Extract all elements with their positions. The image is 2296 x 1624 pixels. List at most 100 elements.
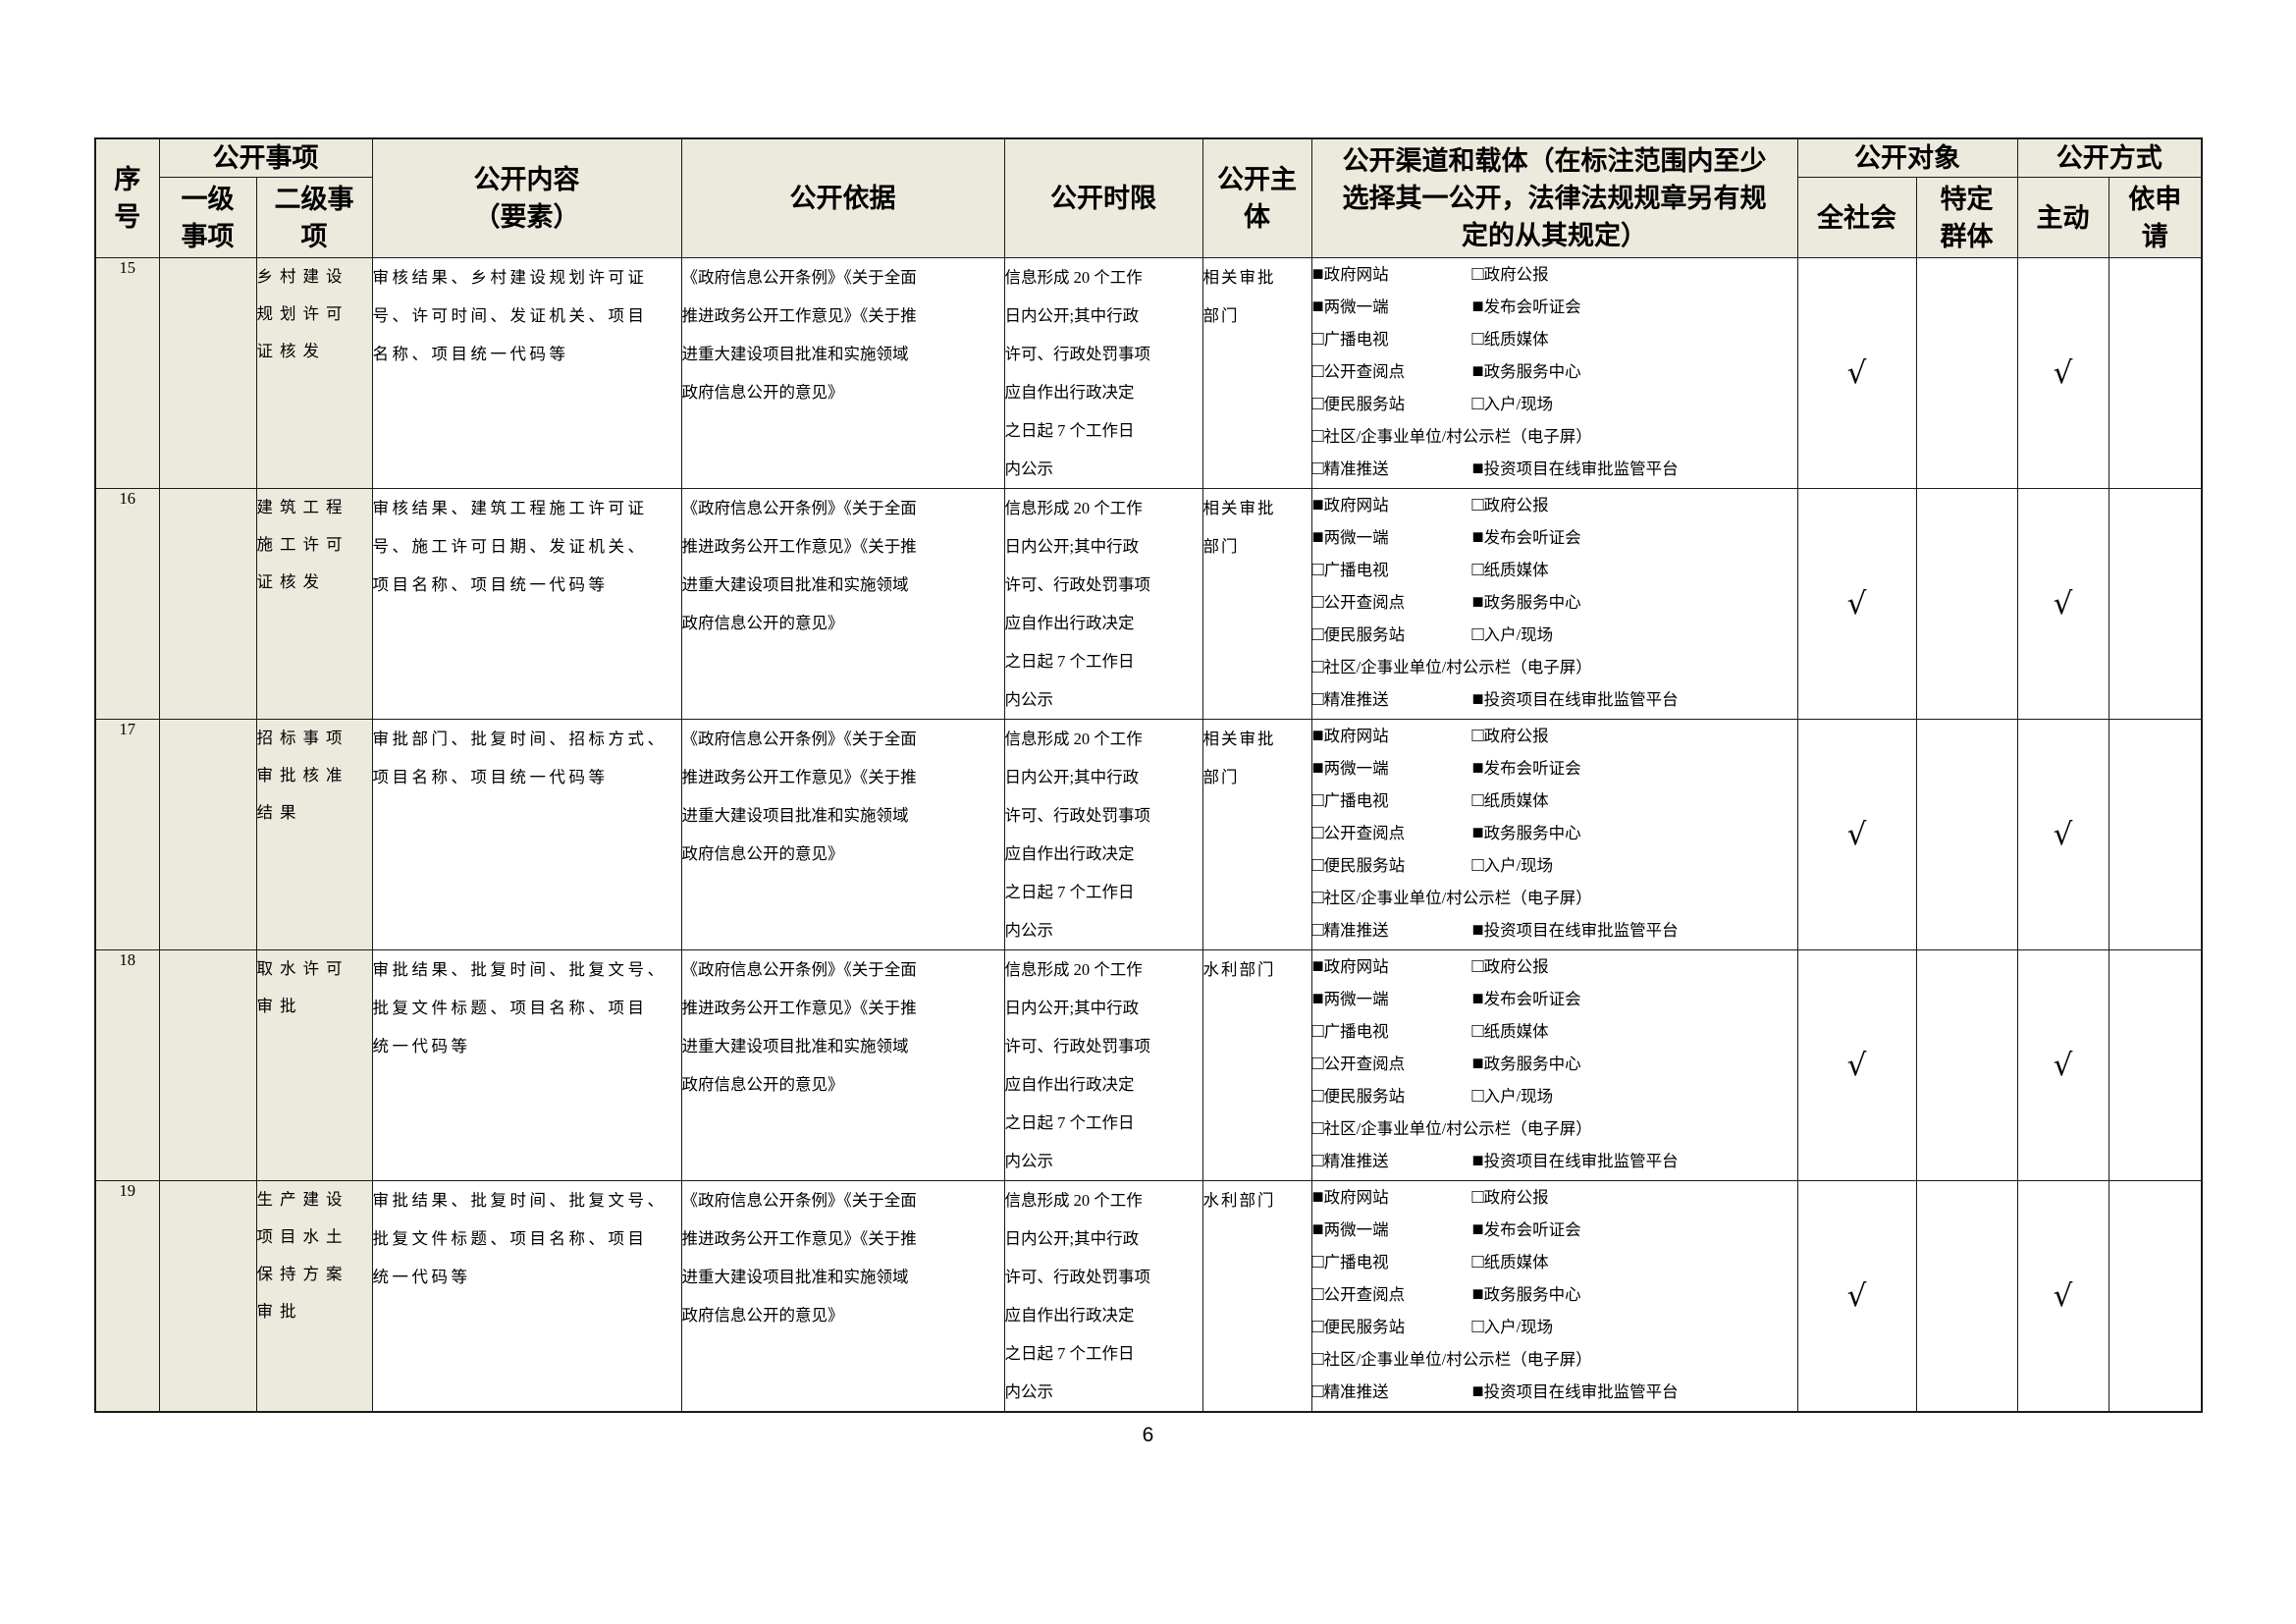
channel-line: ■两微一端 ■发布会听证会 <box>1312 983 1797 1015</box>
check-active-disclosure: √ <box>2016 949 2109 1181</box>
checkbox-checked-icon: ■ <box>1471 1283 1484 1305</box>
channel-option: □政府公报 <box>1472 263 1549 285</box>
channel-option-label: 精准推送 <box>1323 1152 1389 1170</box>
time-limit-cell: 信息形成 20 个工作 日内公开;其中行政 许可、行政处罚事项 应自作出行政决定… <box>1003 1180 1203 1413</box>
col-header-level2: 二级事 项 <box>255 177 373 258</box>
channel-option: ■政务服务中心 <box>1472 822 1581 843</box>
channel-option-label: 入户/现场 <box>1483 625 1554 644</box>
channel-option-label: 政府公报 <box>1483 727 1549 745</box>
level1-matter-cell <box>158 257 257 489</box>
subject-cell: 水利部门 <box>1201 1180 1312 1413</box>
channel-line: ■政府网站 □政府公报 <box>1312 489 1797 521</box>
subject-cell: 相关审批 部门 <box>1201 719 1312 950</box>
checkbox-checked-icon: ■ <box>1311 263 1324 285</box>
checkbox-checked-icon: ■ <box>1311 725 1324 746</box>
checkbox-unchecked-icon: □ <box>1471 854 1484 876</box>
channel-option: □便民服务站 <box>1312 1080 1472 1112</box>
check-society: √ <box>1796 1180 1917 1413</box>
col-header-method-group: 公开方式 <box>2016 137 2203 178</box>
checkbox-unchecked-icon: □ <box>1311 919 1324 941</box>
channel-option-label: 便民服务站 <box>1323 856 1406 875</box>
checkbox-checked-icon: ■ <box>1311 757 1324 779</box>
channel-line: ■政府网站 □政府公报 <box>1312 258 1797 291</box>
channel-option-label: 投资项目在线审批监管平台 <box>1483 1382 1679 1401</box>
checkbox-checked-icon: ■ <box>1471 591 1484 613</box>
checkbox-unchecked-icon: □ <box>1311 887 1324 908</box>
basis-cell: 《政府信息公开条例》《关于全面 推进政务公开工作意见》《关于推 进重大建设项目批… <box>680 488 1005 720</box>
channel-option-label: 发布会听证会 <box>1483 759 1581 778</box>
channel-option: □公开查阅点 <box>1312 817 1472 849</box>
subject-cell: 水利部门 <box>1201 949 1312 1181</box>
channel-option-label: 公开查阅点 <box>1323 593 1406 612</box>
table-row: 19 生产建设 项目水土 保持方案 审批 审批结果、批复时间、批复文号、 批复文件标… <box>94 1180 2203 1413</box>
channel-option: □便民服务站 <box>1312 388 1472 420</box>
channel-line: ■两微一端 ■发布会听证会 <box>1312 291 1797 323</box>
channel-option: ■两微一端 <box>1312 983 1472 1015</box>
check-society: √ <box>1796 257 1917 489</box>
channel-option: □精准推送 <box>1312 914 1472 947</box>
channel-option: □广播电视 <box>1312 1246 1472 1278</box>
channel-line: ■两微一端 ■发布会听证会 <box>1312 521 1797 554</box>
channel-option: ■政务服务中心 <box>1471 1283 1581 1305</box>
channel-option: □社区/企事业单位/村公示栏（电子屏） <box>1312 1117 1592 1139</box>
basis-cell: 《政府信息公开条例》《关于全面 推进政务公开工作意见》《关于推 进重大建设项目批… <box>680 719 1005 950</box>
channel-option-label: 发布会听证会 <box>1483 1220 1581 1239</box>
channel-option: □政府公报 <box>1472 1186 1549 1208</box>
channel-option-label: 社区/企事业单位/村公示栏（电子屏） <box>1323 889 1592 907</box>
channel-line: ■政府网站 □政府公报 <box>1312 1181 1797 1214</box>
channel-option: □入户/现场 <box>1471 854 1554 876</box>
channel-option: □精准推送 <box>1312 1145 1472 1177</box>
channel-option-label: 发布会听证会 <box>1483 298 1581 316</box>
checkbox-unchecked-icon: □ <box>1311 591 1324 613</box>
channel-option: □便民服务站 <box>1312 1311 1472 1343</box>
col-header-method-on-request: 依申 请 <box>2108 177 2203 258</box>
content-cell: 审核结果、乡村建设规划许可证 号、许可时间、发证机关、项目 名称、项目统一代码等 <box>371 257 682 489</box>
channel-option: ■政务服务中心 <box>1471 1053 1581 1074</box>
channel-line: □社区/企事业单位/村公示栏（电子屏） <box>1312 1112 1797 1145</box>
channel-option: ■发布会听证会 <box>1472 757 1581 779</box>
check-specific-group <box>1915 488 2018 720</box>
channel-option: □公开查阅点 <box>1312 1278 1472 1311</box>
channel-line: □便民服务站 □入户/现场 <box>1312 1080 1797 1112</box>
checkbox-unchecked-icon: □ <box>1311 822 1324 843</box>
checkbox-checked-icon: ■ <box>1311 1186 1324 1208</box>
channel-line: ■两微一端 ■发布会听证会 <box>1312 752 1797 785</box>
channel-option-label: 政府公报 <box>1483 265 1549 284</box>
channel-option-label: 入户/现场 <box>1483 1318 1554 1336</box>
checkbox-checked-icon: ■ <box>1471 1218 1484 1240</box>
channel-option-label: 精准推送 <box>1323 921 1389 940</box>
checkbox-unchecked-icon: □ <box>1471 623 1484 645</box>
channel-option: ■政务服务中心 <box>1471 591 1581 613</box>
channel-option: ■投资项目在线审批监管平台 <box>1472 688 1679 710</box>
checkbox-unchecked-icon: □ <box>1311 1283 1324 1305</box>
checkbox-unchecked-icon: □ <box>1311 1316 1324 1337</box>
channel-option-label: 两微一端 <box>1323 1220 1389 1239</box>
checkbox-checked-icon: ■ <box>1311 988 1324 1009</box>
channel-option: □公开查阅点 <box>1312 355 1472 388</box>
checkbox-unchecked-icon: □ <box>1311 688 1324 710</box>
checkbox-unchecked-icon: □ <box>1471 559 1484 580</box>
channels-cell: ■政府网站 □政府公报 ■两微一端 ■发布会听证会 □广播电视 □纸质媒体 □公开查阅点 ■政… <box>1310 488 1798 720</box>
serial-number-cell: 19 <box>94 1180 160 1413</box>
channel-option-label: 政务服务中心 <box>1483 593 1581 612</box>
channel-option-label: 精准推送 <box>1323 1382 1389 1401</box>
checkbox-checked-icon: ■ <box>1311 955 1324 977</box>
channel-option: ■政府网站 <box>1312 720 1472 752</box>
col-header-matter-group: 公开事项 <box>158 137 373 178</box>
channel-option-label: 便民服务站 <box>1323 625 1406 644</box>
check-on-request <box>2108 719 2203 950</box>
channel-option-label: 广播电视 <box>1323 1253 1389 1272</box>
checkbox-unchecked-icon: □ <box>1311 328 1324 350</box>
checkbox-checked-icon: ■ <box>1311 1218 1324 1240</box>
channel-option-label: 社区/企事业单位/村公示栏（电子屏） <box>1323 1350 1592 1369</box>
serial-number-cell: 18 <box>94 949 160 1181</box>
check-society: √ <box>1796 488 1917 720</box>
checkbox-checked-icon: ■ <box>1471 1053 1484 1074</box>
checkbox-unchecked-icon: □ <box>1311 1380 1324 1402</box>
checkbox-checked-icon: ■ <box>1471 296 1484 317</box>
channel-option: ■政府网站 <box>1312 489 1472 521</box>
col-header-time-limit: 公开时限 <box>1003 137 1203 258</box>
level2-matter-cell: 招标事项 审批核准 结果 <box>255 719 373 950</box>
channel-option: ■投资项目在线审批监管平台 <box>1472 458 1679 479</box>
time-limit-cell: 信息形成 20 个工作 日内公开;其中行政 许可、行政处罚事项 应自作出行政决定… <box>1003 488 1203 720</box>
